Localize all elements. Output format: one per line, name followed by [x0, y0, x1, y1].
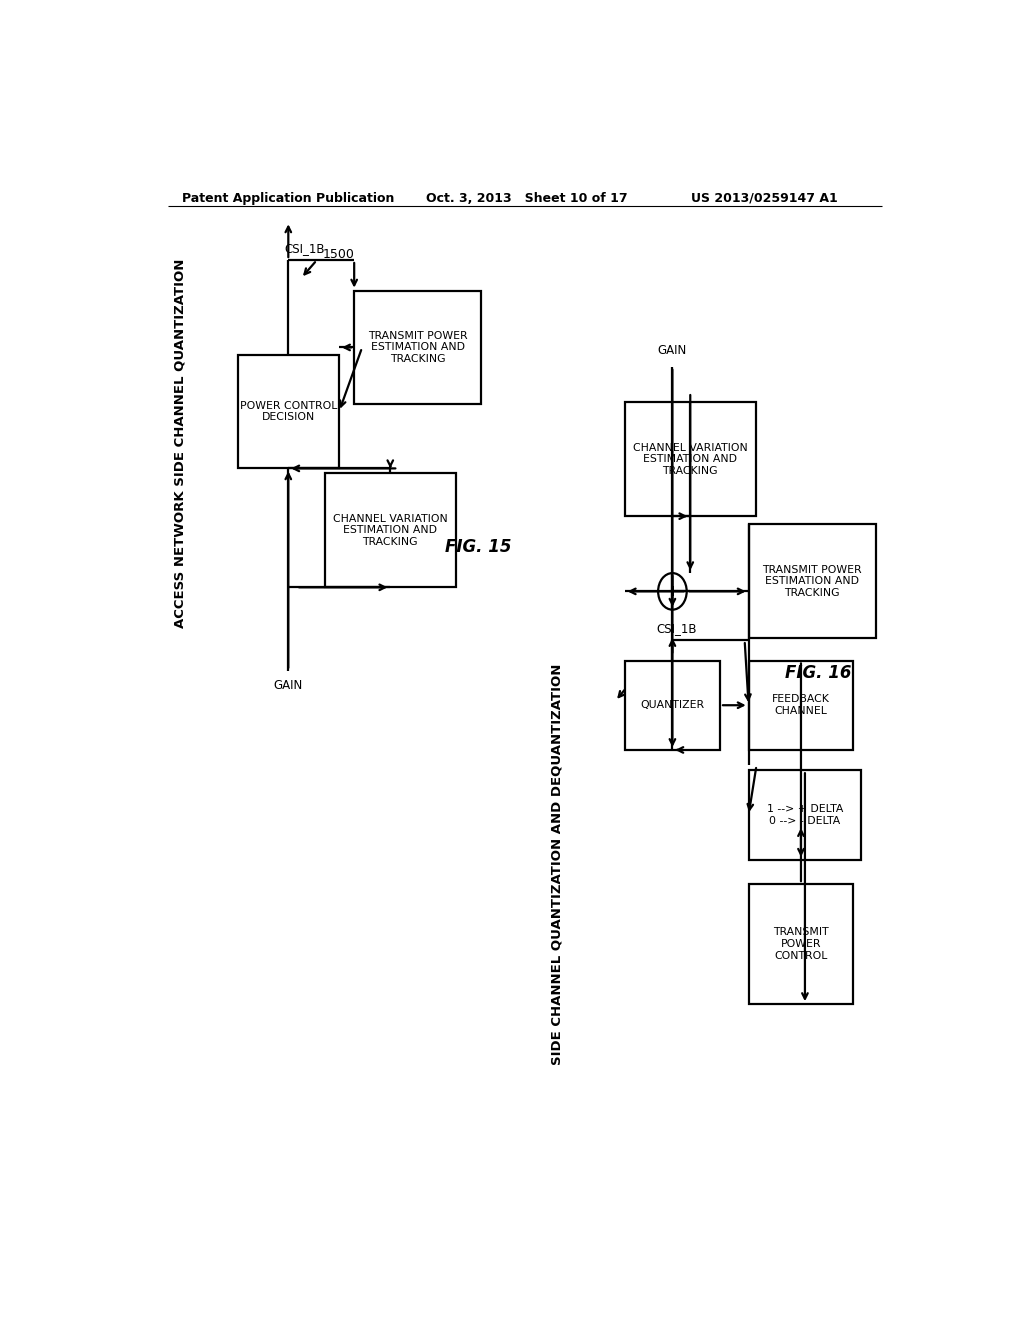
FancyBboxPatch shape	[325, 474, 456, 587]
Text: CHANNEL VARIATION
ESTIMATION AND
TRACKING: CHANNEL VARIATION ESTIMATION AND TRACKIN…	[633, 442, 748, 475]
Text: POWER CONTROL
DECISION: POWER CONTROL DECISION	[240, 401, 337, 422]
Text: FIG. 16: FIG. 16	[785, 664, 852, 681]
Text: GAIN: GAIN	[657, 343, 687, 356]
FancyBboxPatch shape	[749, 524, 876, 638]
Text: 1500: 1500	[323, 248, 354, 261]
Text: FIG. 15: FIG. 15	[445, 537, 512, 556]
Text: US 2013/0259147 A1: US 2013/0259147 A1	[691, 191, 839, 205]
Text: TRANSMIT POWER
ESTIMATION AND
TRACKING: TRANSMIT POWER ESTIMATION AND TRACKING	[762, 565, 862, 598]
Text: SIDE CHANNEL QUANTIZATION AND DEQUANTIZATION: SIDE CHANNEL QUANTIZATION AND DEQUANTIZA…	[550, 664, 563, 1065]
Text: Patent Application Publication: Patent Application Publication	[182, 191, 394, 205]
FancyBboxPatch shape	[354, 290, 481, 404]
FancyBboxPatch shape	[625, 403, 756, 516]
Text: TRANSMIT
POWER
CONTROL: TRANSMIT POWER CONTROL	[773, 928, 828, 961]
Text: FEEDBACK
CHANNEL: FEEDBACK CHANNEL	[772, 694, 829, 715]
Circle shape	[658, 573, 687, 610]
Text: +: +	[666, 583, 679, 599]
Text: 1600: 1600	[634, 673, 666, 686]
Text: TRANSMIT POWER
ESTIMATION AND
TRACKING: TRANSMIT POWER ESTIMATION AND TRACKING	[368, 331, 468, 364]
Text: QUANTIZER: QUANTIZER	[640, 700, 705, 710]
FancyBboxPatch shape	[238, 355, 339, 469]
Text: Oct. 3, 2013   Sheet 10 of 17: Oct. 3, 2013 Sheet 10 of 17	[426, 191, 628, 205]
Text: ACCESS NETWORK SIDE CHANNEL QUANTIZATION: ACCESS NETWORK SIDE CHANNEL QUANTIZATION	[173, 259, 186, 628]
FancyBboxPatch shape	[749, 884, 853, 1005]
Text: 1 --> + DELTA
0 --> - DELTA: 1 --> + DELTA 0 --> - DELTA	[767, 804, 843, 826]
FancyBboxPatch shape	[749, 660, 853, 750]
FancyBboxPatch shape	[625, 660, 720, 750]
Text: CSI_1B: CSI_1B	[656, 622, 696, 635]
FancyBboxPatch shape	[749, 771, 861, 859]
Text: CHANNEL VARIATION
ESTIMATION AND
TRACKING: CHANNEL VARIATION ESTIMATION AND TRACKIN…	[333, 513, 447, 546]
Text: GAIN: GAIN	[273, 678, 303, 692]
Text: CSI_1B: CSI_1B	[284, 242, 325, 255]
